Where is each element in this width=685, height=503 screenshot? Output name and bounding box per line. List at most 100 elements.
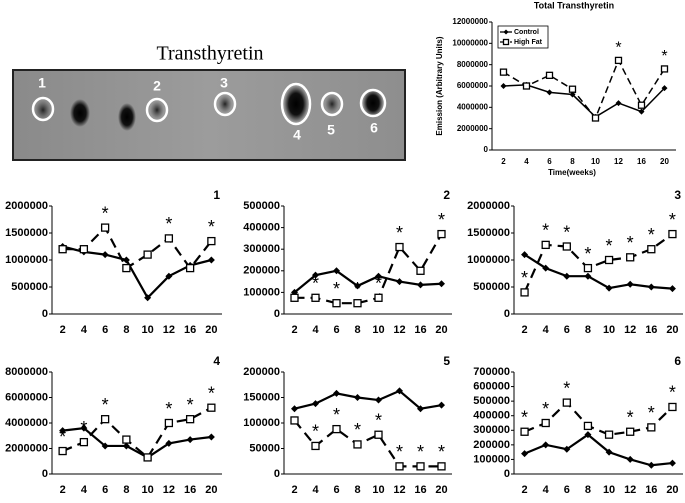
data-marker bbox=[546, 89, 553, 96]
legend-label: High Fat bbox=[514, 39, 543, 46]
y-tick-label: 1000000 bbox=[5, 254, 48, 266]
data-marker bbox=[207, 256, 215, 264]
series-line bbox=[523, 253, 673, 290]
data-marker bbox=[626, 427, 635, 436]
data-marker bbox=[354, 282, 361, 290]
significance-mark: * bbox=[59, 427, 66, 447]
y-tick-label: 1500000 bbox=[467, 227, 510, 239]
series-line bbox=[524, 433, 673, 467]
data-marker bbox=[290, 293, 299, 302]
gel-spot bbox=[284, 86, 308, 122]
y-tick-label: 8000000 bbox=[5, 366, 48, 378]
x-tick-label: 4 bbox=[81, 324, 88, 336]
data-marker bbox=[143, 250, 152, 259]
gel-spot bbox=[118, 103, 136, 131]
significance-mark: * bbox=[208, 217, 215, 237]
data-marker bbox=[626, 280, 634, 288]
significance-mark: * bbox=[208, 383, 215, 403]
chart: 6 0 100000 200000 300000 400000 500000 600000 70… bbox=[473, 354, 683, 496]
data-marker bbox=[437, 229, 446, 239]
series-line bbox=[62, 426, 212, 459]
data-marker bbox=[437, 462, 446, 471]
significance-mark: * bbox=[438, 442, 445, 462]
chart-title: 4 bbox=[213, 354, 220, 368]
spot-circle bbox=[359, 88, 387, 118]
data-marker bbox=[541, 240, 550, 250]
data-marker bbox=[100, 415, 110, 424]
data-marker bbox=[562, 398, 571, 407]
chart-title: 5 bbox=[443, 354, 450, 368]
significance-mark: * bbox=[417, 442, 424, 462]
significance-mark: * bbox=[521, 407, 528, 427]
significance-mark: * bbox=[354, 420, 361, 440]
data-marker bbox=[500, 83, 507, 89]
data-marker bbox=[520, 427, 529, 436]
significance-mark: * bbox=[584, 244, 591, 264]
x-tick-label: 2 bbox=[501, 157, 506, 166]
x-tick-label: 16 bbox=[414, 484, 426, 496]
significance-mark: * bbox=[312, 422, 319, 442]
y-tick-label: 300000 bbox=[243, 243, 280, 255]
data-marker bbox=[521, 251, 529, 259]
y-axis-label: Emission (Arbitrary Units) bbox=[435, 36, 444, 135]
x-tick-label: 8 bbox=[123, 324, 129, 336]
x-tick-label: 12 bbox=[393, 324, 405, 336]
significance-mark: * bbox=[375, 274, 382, 294]
data-marker bbox=[438, 280, 445, 288]
data-marker bbox=[207, 236, 216, 246]
data-marker bbox=[395, 462, 404, 471]
x-tick-label: 20 bbox=[666, 324, 678, 336]
y-tick-label: 700000 bbox=[473, 366, 510, 378]
data-marker bbox=[122, 256, 130, 264]
data-marker bbox=[626, 253, 635, 262]
x-tick-label: 12 bbox=[163, 484, 175, 496]
data-marker bbox=[605, 284, 613, 292]
data-marker bbox=[583, 263, 593, 273]
significance-mark: * bbox=[312, 274, 319, 294]
x-tick-label: 10 bbox=[603, 484, 615, 496]
gel-spot bbox=[218, 95, 232, 113]
y-tick-label: 200000 bbox=[243, 366, 280, 378]
x-tick-label: 20 bbox=[666, 484, 678, 496]
data-marker bbox=[291, 405, 298, 413]
data-marker bbox=[499, 68, 508, 76]
data-marker bbox=[354, 394, 361, 401]
spot-label: 4 bbox=[293, 127, 301, 143]
y-tick-label: 0 bbox=[42, 308, 48, 320]
y-tick-label: 12000000 bbox=[452, 17, 488, 26]
y-tick-label: 0 bbox=[484, 145, 489, 154]
y-tick-label: 2000000 bbox=[5, 200, 48, 212]
data-marker bbox=[647, 245, 656, 254]
x-tick-label: 8 bbox=[585, 324, 591, 336]
data-marker bbox=[164, 418, 174, 428]
data-marker bbox=[661, 85, 668, 92]
x-tick-label: 6 bbox=[102, 484, 108, 496]
y-tick-label: 400000 bbox=[473, 410, 510, 422]
data-marker bbox=[584, 272, 592, 280]
data-marker bbox=[668, 285, 676, 293]
y-tick-label: 600000 bbox=[473, 380, 510, 392]
significance-mark: * bbox=[396, 223, 403, 243]
data-marker bbox=[122, 435, 131, 444]
x-tick-label: 2 bbox=[291, 324, 297, 336]
data-marker bbox=[520, 288, 529, 297]
x-tick-label: 6 bbox=[564, 484, 570, 496]
chart: 4 0 2000000 4000000 6000000 8000000 2 4 6 8 10 12 16… bbox=[5, 354, 222, 496]
spot-label: 2 bbox=[153, 78, 161, 94]
significance-mark: * bbox=[333, 405, 340, 425]
spot-circle bbox=[145, 97, 169, 123]
data-marker bbox=[521, 450, 529, 458]
series-line bbox=[62, 225, 213, 270]
x-axis-label: Time(weeks) bbox=[548, 168, 596, 177]
y-tick-label: 2000000 bbox=[5, 442, 48, 454]
y-tick-label: 150000 bbox=[243, 391, 280, 403]
data-marker bbox=[375, 396, 382, 404]
x-tick-label: 4 bbox=[543, 484, 550, 496]
significance-mark: * bbox=[396, 442, 403, 462]
significance-mark: * bbox=[648, 225, 655, 245]
data-marker bbox=[79, 437, 89, 447]
data-marker bbox=[122, 442, 130, 450]
significance-mark: * bbox=[627, 407, 634, 427]
data-marker bbox=[668, 402, 677, 412]
